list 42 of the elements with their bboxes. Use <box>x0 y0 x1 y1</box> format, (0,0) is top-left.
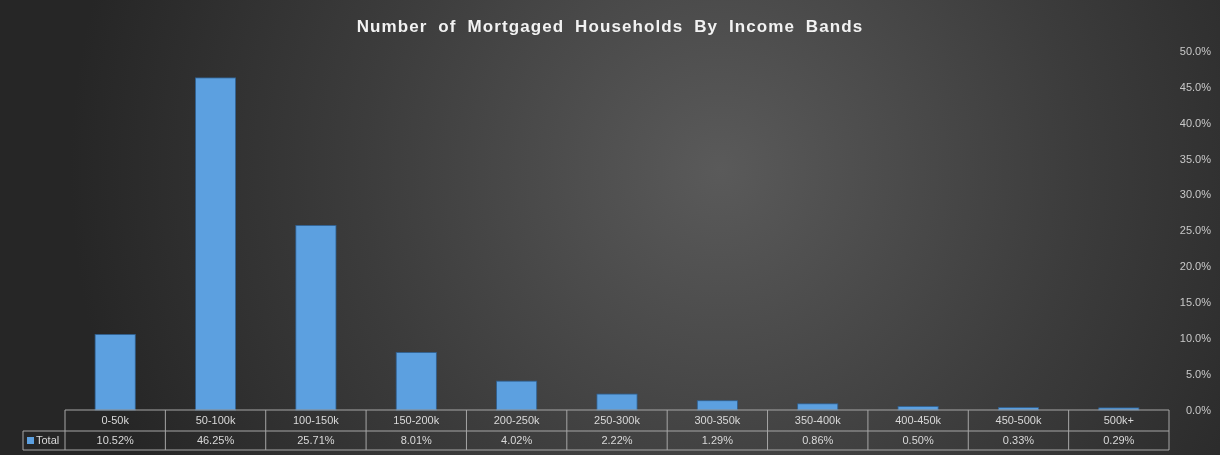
y-tick-label: 5.0% <box>1185 367 1212 380</box>
bar <box>696 400 738 411</box>
data-label: 1.29% <box>701 434 734 447</box>
x-tick-label: 200-250k <box>493 414 541 427</box>
y-tick-label: 20.0% <box>1179 260 1212 273</box>
bar <box>596 393 638 411</box>
y-tick-label: 10.0% <box>1179 332 1212 345</box>
data-label: 46.25% <box>196 434 235 447</box>
x-tick-label: 0-50k <box>101 414 130 427</box>
chart-title: Number of Mortgaged Households By Income Bands <box>356 17 864 36</box>
y-tick-label: 45.0% <box>1179 80 1212 93</box>
y-tick-label: 0.0% <box>1185 403 1212 416</box>
x-tick-label: 350-400k <box>794 414 842 427</box>
x-tick-label: 450-500k <box>995 414 1042 427</box>
x-tick-label: 150-200k <box>393 414 440 427</box>
y-tick-label: 40.0% <box>1179 116 1212 129</box>
y-tick-label: 25.0% <box>1179 224 1212 237</box>
bar <box>195 77 237 411</box>
x-tick-label: 250-300k <box>594 414 641 427</box>
bar <box>496 380 538 411</box>
bar <box>94 334 136 411</box>
y-tick-label: 30.0% <box>1179 188 1212 201</box>
data-label: 25.71% <box>297 434 335 447</box>
x-tick-label: 400-450k <box>895 414 942 427</box>
data-label: 0.29% <box>1103 434 1135 447</box>
bar <box>295 225 337 411</box>
bar <box>395 352 437 411</box>
x-tick-label: 300-350k <box>694 414 741 427</box>
x-tick-label: 100-150k <box>292 414 340 427</box>
data-label: 0.50% <box>902 434 934 447</box>
x-tick-label: 500k+ <box>1103 414 1134 427</box>
x-tick-label: 50-100k <box>195 414 236 427</box>
data-label: 4.02% <box>501 434 533 447</box>
data-label: 10.52% <box>96 434 135 447</box>
text: Total <box>36 434 60 447</box>
data-label: 8.01% <box>400 434 433 447</box>
data-label: 0.86% <box>802 434 834 447</box>
y-tick-label: 15.0% <box>1179 296 1212 309</box>
data-label: 2.22% <box>601 434 633 447</box>
y-tick-label: 50.0% <box>1179 44 1212 57</box>
y-tick-label: 35.0% <box>1179 152 1212 165</box>
data-label: 0.33% <box>1002 434 1035 447</box>
